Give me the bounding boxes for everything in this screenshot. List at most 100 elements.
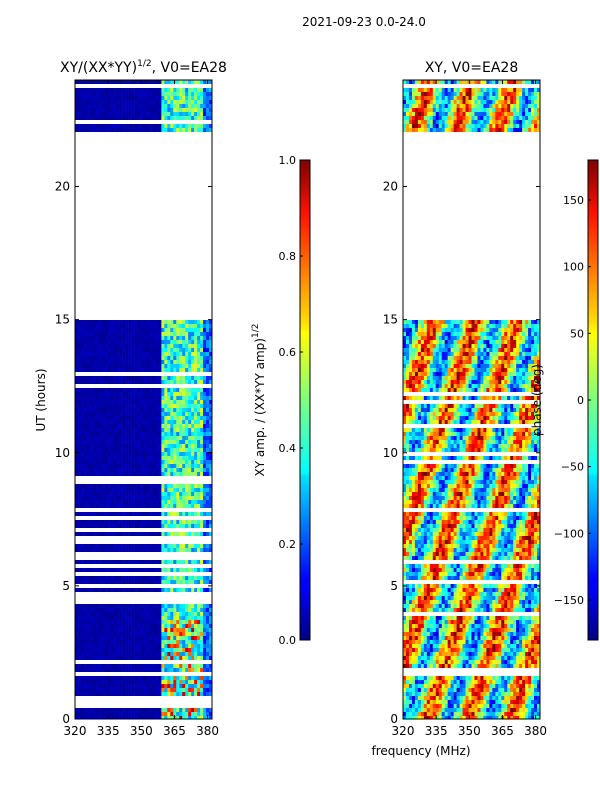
heatmap-cell — [528, 92, 531, 96]
heatmap-cell — [129, 324, 132, 328]
heatmap-cell — [132, 588, 135, 592]
heatmap-cell — [182, 88, 185, 92]
heatmap-cell — [111, 632, 114, 636]
heatmap-cell — [194, 348, 197, 352]
heatmap-cell — [155, 340, 158, 344]
heatmap-cell — [144, 364, 147, 368]
heatmap-cell — [111, 580, 114, 584]
heatmap-cell — [167, 116, 170, 120]
heatmap-cell — [114, 640, 117, 644]
heatmap-cell — [188, 128, 191, 132]
heatmap-cell — [132, 692, 135, 696]
heatmap-cell — [90, 88, 93, 92]
heatmap-cell — [132, 320, 135, 324]
heatmap-cell — [164, 492, 167, 496]
heatmap-cell — [513, 120, 516, 124]
heatmap-cell — [182, 96, 185, 100]
heatmap-cell — [510, 88, 513, 92]
heatmap-cell — [480, 88, 483, 92]
heatmap-cell — [144, 688, 147, 692]
heatmap-cell — [433, 80, 436, 84]
heatmap-cell — [105, 688, 108, 692]
heatmap-cell — [206, 360, 209, 364]
heatmap-cell — [96, 628, 99, 632]
heatmap-cell — [93, 636, 96, 640]
heatmap-cell — [105, 404, 108, 408]
heatmap-cell — [176, 400, 179, 404]
heatmap-cell — [120, 436, 123, 440]
heatmap-cell — [206, 472, 209, 476]
heatmap-cell — [176, 692, 179, 696]
heatmap-cell — [105, 448, 108, 452]
heatmap-cell — [132, 112, 135, 116]
heatmap-cell — [170, 692, 173, 696]
heatmap-cell — [164, 392, 167, 396]
heatmap-cell — [495, 328, 498, 332]
heatmap-cell — [78, 560, 81, 564]
heatmap-cell — [489, 96, 492, 100]
heatmap-cell — [188, 388, 191, 392]
heatmap-cell — [480, 332, 483, 336]
heatmap-cell — [108, 684, 111, 688]
heatmap-cell — [81, 88, 84, 92]
heatmap-cell — [105, 340, 108, 344]
heatmap-cell — [114, 588, 117, 592]
heatmap-cell — [108, 332, 111, 336]
heatmap-cell — [406, 100, 409, 104]
heatmap-cell — [158, 668, 161, 672]
heatmap-cell — [516, 120, 519, 124]
heatmap-cell — [93, 620, 96, 624]
heatmap-cell — [427, 88, 430, 92]
heatmap-cell — [78, 640, 81, 644]
heatmap-cell — [203, 440, 206, 444]
heatmap-cell — [203, 532, 206, 536]
heatmap-cell — [188, 468, 191, 472]
heatmap-cell — [200, 364, 203, 368]
heatmap-cell — [146, 452, 149, 456]
heatmap-cell — [141, 548, 144, 552]
heatmap-cell — [188, 688, 191, 692]
heatmap-cell — [146, 652, 149, 656]
heatmap-cell — [129, 108, 132, 112]
heatmap-cell — [78, 364, 81, 368]
heatmap-cell — [93, 624, 96, 628]
heatmap-cell — [436, 88, 439, 92]
heatmap-cell — [108, 652, 111, 656]
heatmap-cell — [129, 612, 132, 616]
heatmap-cell — [117, 648, 120, 652]
heatmap-cell — [149, 124, 152, 128]
heatmap-cell — [460, 336, 463, 340]
heatmap-cell — [158, 688, 161, 692]
heatmap-cell — [504, 124, 507, 128]
heatmap-cell — [185, 320, 188, 324]
heatmap-cell — [182, 356, 185, 360]
heatmap-cell — [472, 92, 475, 96]
heatmap-cell — [93, 680, 96, 684]
heatmap-cell — [129, 116, 132, 120]
heatmap-cell — [182, 652, 185, 656]
heatmap-cell — [84, 360, 87, 364]
heatmap-cell — [170, 468, 173, 472]
heatmap-cell — [164, 632, 167, 636]
heatmap-cell — [418, 124, 421, 128]
heatmap-cell — [108, 412, 111, 416]
heatmap-cell — [483, 116, 486, 120]
heatmap-cell — [167, 448, 170, 452]
heatmap-cell — [460, 80, 463, 84]
heatmap-cell — [144, 448, 147, 452]
heatmap-cell — [194, 376, 197, 380]
heatmap-cell — [138, 368, 141, 372]
heatmap-cell — [185, 432, 188, 436]
heatmap-cell — [421, 344, 424, 348]
heatmap-cell — [469, 92, 472, 96]
heatmap-cell — [123, 124, 126, 128]
heatmap-cell — [135, 100, 138, 104]
heatmap-cell — [472, 320, 475, 324]
heatmap-cell — [451, 88, 454, 92]
heatmap-cell — [492, 324, 495, 328]
heatmap-cell — [155, 416, 158, 420]
heatmap-cell — [170, 492, 173, 496]
heatmap-cell — [93, 108, 96, 112]
heatmap-cell — [81, 336, 84, 340]
heatmap-cell — [117, 684, 120, 688]
